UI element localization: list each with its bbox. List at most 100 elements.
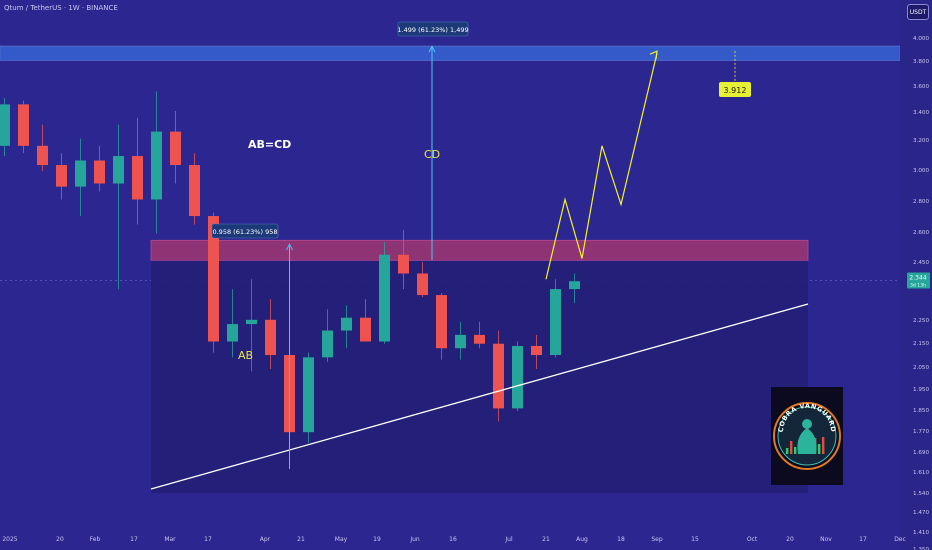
candle-body [341,317,352,331]
candle-body [512,345,523,409]
candle-body [550,289,561,356]
current-price-label: 2.344 [909,274,926,281]
resistance-zone[interactable] [150,239,809,261]
x-tick-label: 17 [204,536,212,543]
ab-measure-label: 0.958 (61.23%) 958 [212,228,277,236]
candle[interactable] [113,124,124,290]
symbol-title: Qtum / TetherUS · 1W · BINANCE [4,4,118,12]
x-tick-label: 20 [786,536,794,543]
x-tick-label: Jul [504,536,513,543]
candle-body [151,131,162,200]
candle[interactable] [265,299,276,369]
current-price-countdown: 3d 13h [910,282,926,288]
y-tick-label: 2.250 [913,318,929,324]
logo-ring [773,402,841,470]
candle-body [493,343,504,409]
cobra-hood [797,428,817,454]
y-tick-label: 2.050 [913,365,929,371]
y-tick-label: 1.470 [913,510,929,516]
candle-body [474,334,485,344]
x-tick-label: Nov [820,536,832,543]
cobra-vanguard-logo: COBRA VANGUARD [771,387,843,485]
y-tick-label: 2.150 [913,341,929,347]
x-tick-label: Aug [576,536,588,543]
candle[interactable] [151,91,162,234]
y-tick-label: 3.600 [913,84,929,90]
candle[interactable] [94,145,105,192]
ab-measure-label-box [211,223,279,239]
candle[interactable] [417,262,428,298]
cd-measure-label: 1.499 (61.23%) 1,499 [397,26,468,34]
y-tick-label: 2.600 [913,230,929,236]
candle[interactable] [37,124,48,172]
candle-body [436,295,447,349]
candle[interactable] [436,293,447,360]
candle[interactable] [322,309,333,362]
cobra-head [802,419,812,429]
y-tick-label: 2.450 [913,260,929,266]
candle-body [37,145,48,166]
x-tick-label: 17 [859,536,867,543]
supply-zone[interactable] [0,45,901,61]
candle[interactable] [56,153,67,200]
x-tick-label: Jun [409,536,420,543]
x-tick-label: Mar [164,536,176,543]
candle[interactable] [341,305,352,349]
candle-body [75,160,86,187]
currency-button[interactable]: USDT [907,4,929,20]
y-tick-label: 1.350 [913,547,929,550]
x-tick-label: 16 [449,536,457,543]
candle[interactable] [474,321,485,349]
candle-body [0,104,10,146]
candle[interactable] [132,117,143,225]
x-tick-label: 21 [542,536,550,543]
y-tick-label: 3.200 [913,138,929,144]
x-tick-label: Dec [894,536,906,543]
x-tick-label: 2025 [2,536,17,543]
candle-body [379,254,390,342]
candle-body [132,156,143,200]
candle-body [94,160,105,184]
y-tick-label: 1.770 [913,429,929,435]
candle[interactable] [303,352,314,444]
triangle-area [151,260,808,493]
candle-body [113,156,124,184]
candle[interactable] [379,242,390,344]
y-tick-label: 3.000 [913,168,929,174]
projection-path[interactable] [545,53,658,280]
x-tick-label: 20 [56,536,64,543]
current-price-marker [907,272,930,289]
candle[interactable] [246,279,257,372]
candle[interactable] [512,341,523,411]
candle-body [569,281,580,290]
ascending-trendline[interactable] [150,303,809,490]
candle[interactable] [0,97,10,157]
candle[interactable] [18,100,29,154]
candle-body [360,317,371,342]
candle[interactable] [531,334,542,369]
candle[interactable] [550,279,561,358]
y-tick-label: 1.950 [913,387,929,393]
candle[interactable] [398,229,409,290]
candle[interactable] [493,330,504,422]
y-tick-label: 1.850 [913,408,929,414]
candle[interactable] [360,299,371,342]
candle[interactable] [227,289,238,358]
candle[interactable] [455,321,466,360]
candle-body [455,334,466,349]
candle-body [170,131,181,166]
y-tick-label: 4.000 [913,36,929,42]
candle[interactable] [75,138,86,217]
projection-arrowhead [649,50,658,60]
candle-body [322,330,333,358]
x-tick-label: Apr [260,536,271,543]
candle[interactable] [170,111,181,184]
cd-label: CD [424,148,440,161]
x-tick-label: 17 [130,536,138,543]
logo-bar [790,441,793,454]
candle[interactable] [569,273,580,304]
x-tick-label: Sep [651,536,663,543]
candle[interactable] [189,153,200,225]
